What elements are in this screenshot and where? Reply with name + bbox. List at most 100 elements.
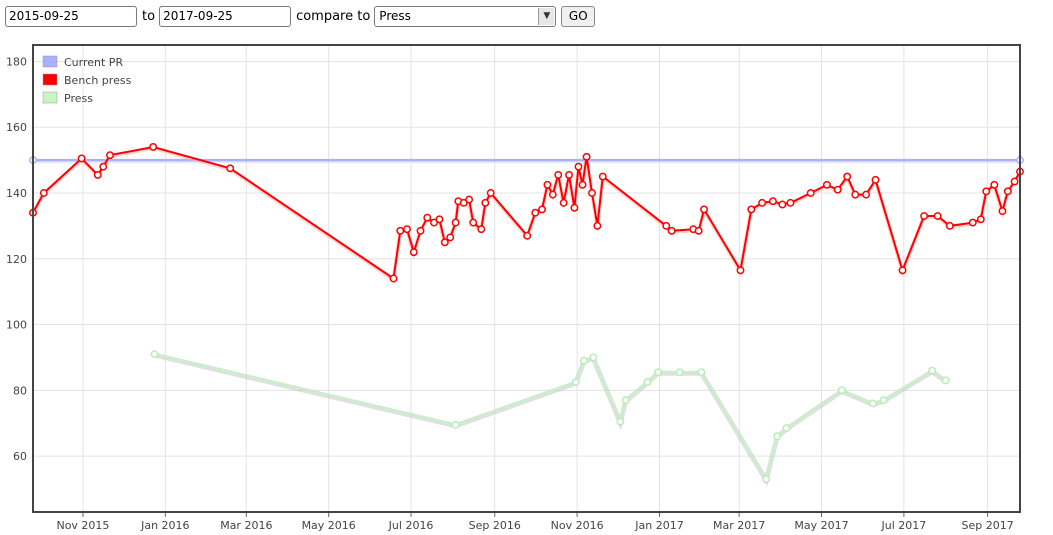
x-tick-label: Jan 2017: [634, 519, 683, 532]
bench-press-point: [786, 198, 795, 207]
bench-press-point: [1003, 187, 1012, 196]
bench-press-point: [548, 190, 557, 199]
bench-press-point: [99, 162, 108, 171]
bench-press-point: [465, 195, 474, 204]
press-point: [928, 366, 937, 375]
go-button[interactable]: GO: [561, 5, 596, 27]
x-tick-label: Jan 2016: [140, 519, 189, 532]
y-tick-label: 100: [6, 319, 27, 332]
bench-press-point: [403, 225, 411, 234]
legend-label-bench-press: Bench press: [64, 74, 132, 87]
bench-press-point: [435, 215, 444, 224]
current-pr-series: [29, 156, 1024, 165]
press-point: [837, 386, 846, 395]
press-point: [654, 368, 663, 377]
bench-press-point: [559, 198, 568, 207]
plot-frame: [32, 44, 1021, 513]
to-date-input[interactable]: [159, 5, 292, 27]
press-point: [571, 378, 580, 387]
chart-legend: Current PR Bench press Press: [42, 55, 132, 105]
bench-press-point: [554, 170, 563, 179]
bench-press-point: [409, 248, 418, 257]
press-point: [941, 376, 950, 385]
bench-press-point: [833, 185, 842, 194]
legend-swatch-bench-press: [42, 73, 58, 86]
press-point: [675, 368, 684, 377]
bench-press-point: [440, 238, 449, 247]
bench-press-point: [662, 221, 671, 230]
legend-label-press: Press: [64, 92, 93, 105]
bench-press-point: [93, 170, 102, 179]
to-label: to: [142, 8, 156, 24]
bench-press-point: [538, 205, 546, 214]
bench-press-line-shadow: [31, 145, 1022, 283]
y-axis-labels: 60 80 100 120 140 160 180: [6, 55, 27, 463]
bench-press-point: [39, 189, 48, 197]
bench-press-point: [451, 218, 460, 227]
bench-press-point: [736, 266, 745, 275]
chart-series: [29, 143, 1024, 487]
bench-press-point: [768, 197, 777, 206]
press-point: [451, 420, 460, 429]
press-line: [154, 353, 947, 482]
press-point: [643, 378, 652, 387]
press-point: [762, 475, 771, 484]
press-point: [782, 424, 791, 433]
y-tick-label: 140: [6, 187, 27, 200]
press-point: [697, 368, 706, 377]
bench-press-point: [945, 221, 954, 230]
bench-press-point: [920, 212, 929, 220]
bench-press-point: [106, 151, 114, 160]
bench-press-point: [543, 180, 552, 189]
x-axis-labels: Nov 2015 Jan 2016 Mar 2016 May 2016 Jul 2016…: [56, 519, 1013, 532]
bench-press-point: [469, 218, 478, 227]
legend-swatch-current-pr: [42, 55, 58, 68]
press-line-shadow: [153, 352, 948, 487]
y-tick-label: 60: [13, 450, 27, 463]
legend-swatch-press: [42, 91, 58, 104]
bench-press-point: [747, 205, 756, 214]
bench-press-point: [446, 233, 455, 242]
bench-press-point: [871, 175, 880, 184]
y-tick-label: 120: [6, 253, 27, 266]
chart-grid: [33, 45, 1020, 517]
bench-press-point: [593, 221, 602, 230]
bench-press-point: [77, 154, 86, 163]
x-tick-label: Mar 2017: [713, 519, 765, 532]
bench-press-point: [806, 189, 815, 197]
bench-press-point: [758, 198, 767, 207]
bench-press-point: [998, 207, 1007, 216]
bench-press-point: [968, 218, 977, 227]
press-point: [879, 396, 888, 405]
bench-press-point: [667, 226, 676, 235]
from-date-input[interactable]: [5, 5, 137, 27]
bench-press-point: [822, 180, 831, 189]
x-tick-label: May 2017: [794, 519, 848, 532]
bench-press-point: [416, 226, 425, 235]
y-tick-label: 180: [6, 55, 27, 68]
x-tick-label: May 2016: [302, 519, 356, 532]
bench-press-point: [598, 172, 607, 181]
y-tick-label: 160: [6, 121, 27, 134]
bench-press-point: [588, 189, 596, 197]
press-point: [589, 353, 598, 362]
bench-press-point: [990, 180, 999, 189]
bench-press-point: [778, 200, 787, 209]
bench-press-point: [982, 187, 991, 196]
chevron-down-icon[interactable]: ▼: [538, 7, 555, 25]
bench-press-point: [851, 190, 860, 199]
bench-press-point: [700, 205, 709, 214]
press-point: [616, 417, 625, 426]
bench-press-point: [694, 226, 703, 235]
y-tick-label: 80: [13, 384, 27, 397]
bench-press-point: [430, 218, 438, 227]
bench-press-point: [565, 170, 573, 179]
bench-press-point: [477, 225, 486, 234]
bench-press-point: [574, 162, 583, 171]
bench-press-point: [459, 198, 468, 207]
compare-select[interactable]: Press ▼: [374, 5, 557, 27]
bench-press-point: [389, 274, 398, 283]
bench-press-point: [898, 266, 907, 275]
bench-press-point: [531, 208, 540, 217]
